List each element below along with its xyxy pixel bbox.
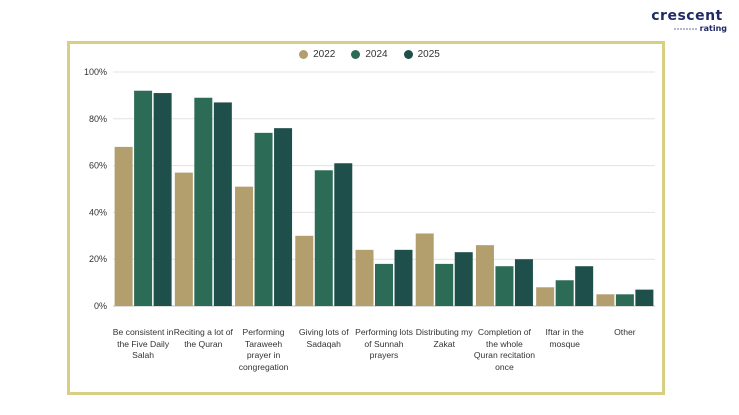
bar-2022-7 (536, 287, 555, 306)
brand-dots (673, 28, 697, 30)
brand-logo: crescent rating (647, 8, 727, 34)
y-tick-label: 80% (89, 114, 107, 124)
bar-2025-7 (575, 266, 594, 306)
legend-marker-2025 (403, 50, 413, 59)
x-tick-label: Be consistent in the Five Daily Salah (112, 327, 174, 360)
bar-2025-1 (213, 102, 232, 306)
bar-2022-6 (475, 245, 494, 306)
y-tick-label: 20% (89, 254, 107, 264)
legend-label-2024: 2024 (365, 49, 388, 60)
y-tick-label: 0% (94, 301, 107, 311)
legend-item-2024: 2024 (351, 49, 388, 60)
legend-item-2025: 2025 (403, 49, 440, 60)
x-tick-label: Distributing my Zakat (415, 327, 473, 349)
legend-item-2022: 2022 (299, 49, 335, 60)
bar-2022-3 (295, 235, 314, 306)
y-tick-label: 40% (89, 207, 107, 217)
legend-marker-2024 (351, 50, 361, 59)
bar-2022-5 (415, 233, 434, 306)
x-tick-label: Reciting a lot of the Quran (173, 327, 233, 349)
bar-2024-6 (495, 266, 514, 306)
bar-2024-7 (555, 280, 574, 306)
bar-2022-1 (174, 172, 193, 306)
bar-2024-3 (314, 170, 333, 306)
bar-2022-8 (596, 294, 615, 306)
legend-label-2025: 2025 (417, 49, 440, 60)
bar-2025-4 (394, 249, 413, 306)
bar-2022-0 (114, 146, 133, 306)
brand-name: crescent (651, 8, 723, 24)
brand-sub: rating (699, 24, 727, 33)
bar-2025-5 (454, 252, 473, 306)
bar-2025-8 (635, 289, 654, 306)
x-tick-label: Other (614, 327, 636, 337)
bar-2022-4 (355, 249, 374, 306)
chart-legend: 2022 2024 2025 (0, 49, 739, 60)
x-tick-label: Performing Taraweeh prayer in congregati… (238, 327, 289, 372)
bar-2025-2 (274, 128, 293, 306)
x-tick-label: Giving lots of Sadaqah (298, 327, 349, 349)
x-tick-label: Iftar in the mosque (545, 327, 584, 349)
chart-frame (67, 41, 665, 395)
bar-2024-1 (194, 97, 213, 307)
bar-2024-5 (435, 263, 454, 306)
x-tick-label: Completion of the whole Quran recitation… (473, 327, 536, 372)
legend-label-2022: 2022 (313, 49, 336, 60)
bar-2025-3 (334, 163, 353, 306)
bar-2025-6 (514, 259, 533, 306)
bar-2022-2 (235, 186, 254, 306)
bar-2024-4 (375, 263, 393, 306)
bar-2024-8 (615, 294, 634, 306)
legend-marker-2022 (299, 50, 309, 59)
y-tick-label: 60% (89, 161, 107, 171)
x-tick-label: Performing lots of Sunnah prayers (355, 327, 413, 360)
bar-2024-0 (134, 90, 153, 306)
y-tick-label: 100% (84, 67, 107, 77)
bar-2024-2 (254, 132, 273, 306)
bar-2025-0 (153, 93, 172, 306)
